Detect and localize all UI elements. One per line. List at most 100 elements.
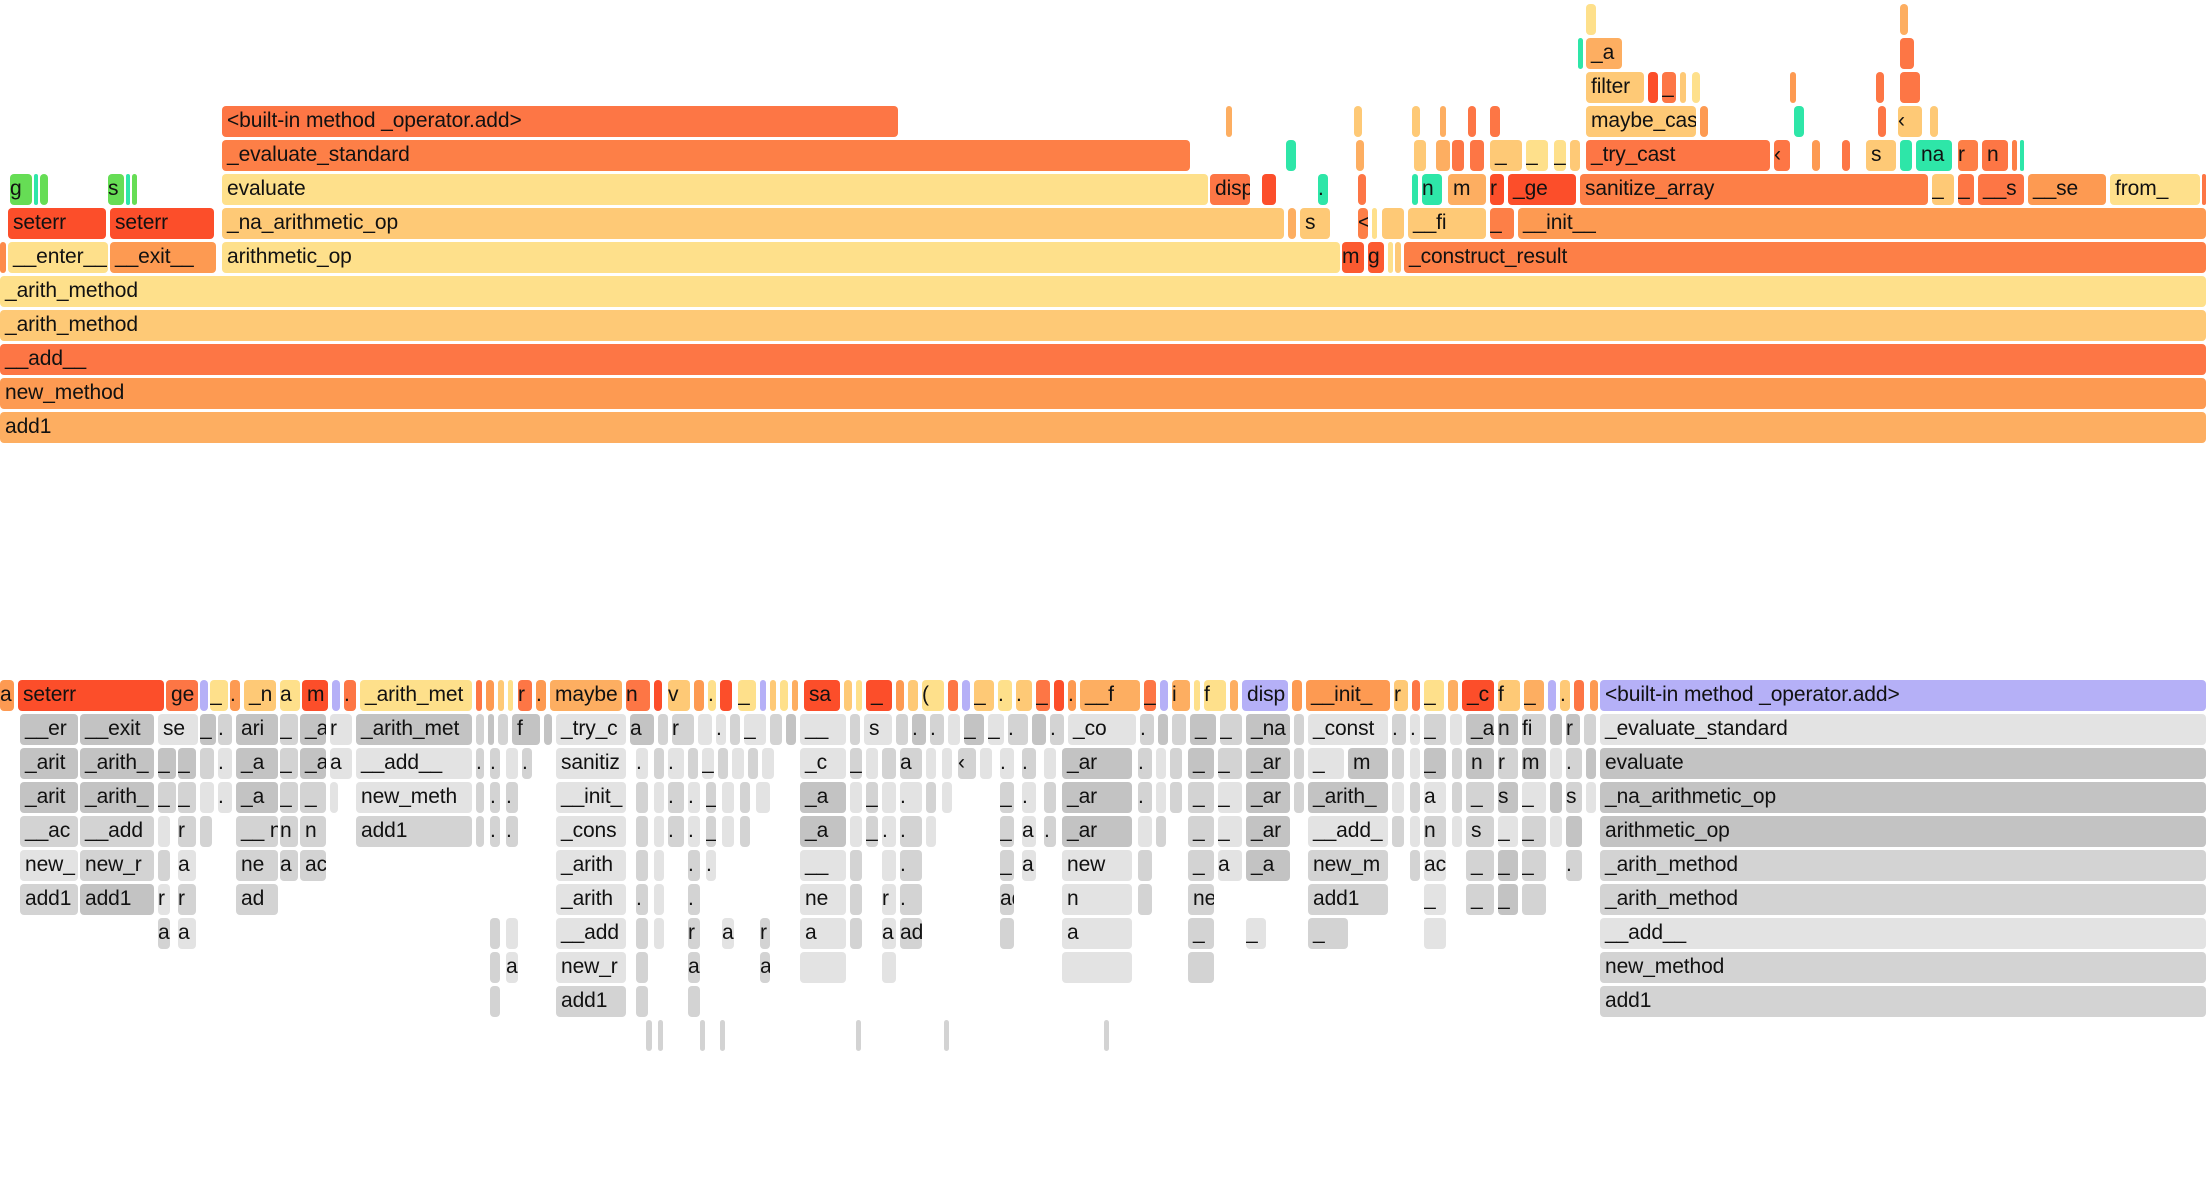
flame-frame[interactable] — [1226, 106, 1232, 137]
sandwich-frame[interactable] — [770, 714, 782, 745]
flame-frame[interactable]: ‹ — [1898, 106, 1922, 137]
sandwich-frame[interactable]: _a — [236, 782, 278, 813]
flame-frame[interactable] — [1692, 72, 1700, 103]
sandwich-frame[interactable] — [1452, 782, 1462, 813]
sandwich-frame[interactable] — [506, 748, 518, 779]
flame-frame[interactable]: __s — [1978, 174, 2024, 205]
sandwich-frame[interactable] — [1194, 680, 1200, 711]
sandwich-frame[interactable]: _ — [702, 748, 714, 779]
sandwich-frame[interactable]: new_method — [1600, 952, 2206, 983]
flame-frame[interactable] — [1586, 4, 1596, 35]
sandwich-frame[interactable]: . — [900, 850, 922, 881]
flame-frame[interactable]: add1 — [0, 412, 2206, 443]
sandwich-frame[interactable] — [1032, 714, 1046, 745]
sandwich-frame[interactable]: disp — [1242, 680, 1288, 711]
sandwich-frame[interactable] — [740, 816, 750, 847]
sandwich-frame[interactable] — [856, 1020, 861, 1051]
flame-frame[interactable] — [132, 174, 137, 205]
flame-frame[interactable]: r — [1958, 140, 1978, 171]
sandwich-frame[interactable]: new_r — [80, 850, 154, 881]
sandwich-frame[interactable]: _ — [738, 680, 756, 711]
sandwich-frame[interactable] — [850, 918, 862, 949]
sandwich-frame[interactable] — [1448, 680, 1458, 711]
sandwich-frame[interactable] — [498, 714, 508, 745]
sandwich-frame[interactable]: ad — [722, 918, 734, 949]
flame-frame[interactable] — [1648, 72, 1658, 103]
sandwich-frame[interactable]: _ — [964, 714, 984, 745]
sandwich-frame[interactable] — [636, 850, 648, 881]
sandwich-frame[interactable] — [694, 680, 704, 711]
sandwich-frame[interactable]: . — [230, 680, 240, 711]
sandwich-frame[interactable]: _const — [1308, 714, 1388, 745]
sandwich-frame[interactable]: maybe — [550, 680, 622, 711]
sandwich-frame[interactable]: _ar — [1062, 748, 1132, 779]
sandwich-frame[interactable]: . — [1050, 714, 1064, 745]
sandwich-frame[interactable]: add1 — [1600, 986, 2206, 1017]
sandwich-frame[interactable]: r — [1498, 748, 1518, 779]
flame-frame[interactable] — [1262, 174, 1276, 205]
sandwich-frame[interactable]: . — [930, 714, 944, 745]
flame-frame[interactable]: _construct_result — [1404, 242, 2206, 273]
sandwich-frame[interactable] — [850, 850, 862, 881]
flame-frame[interactable] — [1452, 140, 1464, 171]
sandwich-frame[interactable]: . — [668, 816, 684, 847]
sandwich-frame[interactable] — [730, 714, 740, 745]
sandwich-frame[interactable]: _ar — [1062, 816, 1132, 847]
sandwich-frame[interactable] — [1586, 748, 1596, 779]
flame-frame[interactable]: __se — [2028, 174, 2106, 205]
flame-frame[interactable] — [1412, 174, 1418, 205]
sandwich-frame[interactable] — [792, 680, 798, 711]
sandwich-frame[interactable] — [780, 680, 788, 711]
sandwich-frame[interactable] — [762, 748, 774, 779]
sandwich-frame[interactable] — [1574, 680, 1584, 711]
sandwich-frame[interactable]: new — [1062, 850, 1132, 881]
sandwich-frame[interactable] — [1158, 714, 1168, 745]
sandwich-frame[interactable]: . — [1392, 714, 1406, 745]
sandwich-frame[interactable]: __add__ — [356, 748, 472, 779]
sandwich-frame[interactable] — [944, 1020, 949, 1051]
flame-frame[interactable]: _ — [1490, 208, 1514, 239]
sandwich-frame[interactable]: . — [900, 884, 922, 915]
sandwich-frame[interactable] — [1170, 782, 1182, 813]
sandwich-frame[interactable]: ad — [236, 884, 278, 915]
sandwich-frame[interactable]: _arit — [20, 782, 78, 813]
flame-graph-top-panel[interactable]: add1 new_method __add__ _arith_method _arith… — [0, 0, 2206, 640]
sandwich-frame[interactable] — [720, 680, 732, 711]
sandwich-frame[interactable]: s — [1498, 782, 1518, 813]
sandwich-frame[interactable]: add1 — [556, 986, 626, 1017]
sandwich-frame[interactable]: s — [1566, 782, 1582, 813]
sandwich-frame[interactable]: . — [636, 884, 648, 915]
sandwich-frame[interactable]: __add — [80, 816, 154, 847]
sandwich-frame[interactable]: a — [280, 680, 300, 711]
sandwich-frame[interactable]: ( — [922, 680, 944, 711]
sandwich-frame[interactable] — [158, 816, 170, 847]
flame-frame[interactable]: n — [1422, 174, 1442, 205]
sandwich-frame[interactable] — [636, 918, 648, 949]
flame-frame[interactable]: _arith_method — [0, 310, 2206, 341]
sandwich-frame[interactable]: v — [668, 680, 690, 711]
flame-frame[interactable]: g — [10, 174, 32, 205]
sandwich-frame[interactable] — [1392, 816, 1404, 847]
sandwich-frame[interactable]: _ — [866, 680, 892, 711]
sandwich-frame[interactable] — [980, 748, 992, 779]
flame-frame[interactable] — [1286, 140, 1296, 171]
sandwich-frame[interactable]: _ — [158, 748, 176, 779]
sandwich-frame[interactable]: _ — [1308, 918, 1348, 949]
sandwich-frame[interactable]: add — [1000, 884, 1014, 915]
flame-frame[interactable]: na — [1916, 140, 1952, 171]
sandwich-frame[interactable]: _ — [1218, 748, 1242, 779]
flame-frame[interactable] — [1700, 106, 1708, 137]
flame-frame[interactable] — [1395, 242, 1401, 273]
sandwich-frame[interactable] — [1172, 714, 1186, 745]
flame-frame[interactable] — [1468, 106, 1476, 137]
sandwich-frame[interactable] — [866, 748, 878, 779]
sandwich-frame[interactable]: _arit — [20, 748, 78, 779]
sandwich-frame[interactable] — [488, 714, 494, 745]
flame-frame[interactable] — [1878, 106, 1886, 137]
sandwich-frame[interactable]: _ — [1308, 748, 1344, 779]
sandwich-frame[interactable]: . — [218, 714, 232, 745]
sandwich-frame[interactable]: a — [882, 918, 896, 949]
sandwich-frame[interactable] — [1452, 748, 1462, 779]
sandwich-frame[interactable] — [1550, 714, 1562, 745]
sandwich-frame[interactable]: n — [1424, 816, 1446, 847]
